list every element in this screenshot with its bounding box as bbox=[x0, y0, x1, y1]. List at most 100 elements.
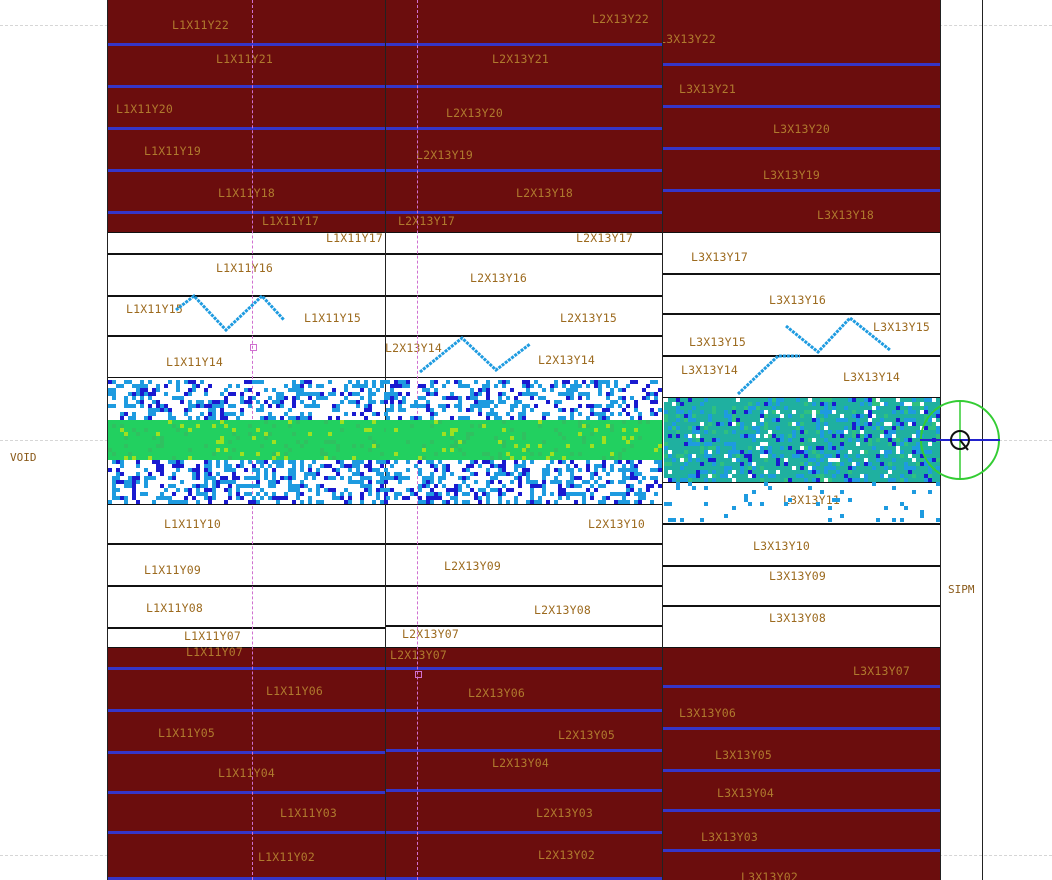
strip-l3x13y22[interactable]: L3X13Y22 bbox=[663, 0, 940, 66]
strip-l3x13y19[interactable]: L3X13Y19 bbox=[663, 150, 940, 192]
strip-l2x13y19[interactable]: L2X13Y19 bbox=[386, 130, 663, 172]
strip-l2x13y18[interactable]: L2X13Y18 bbox=[386, 172, 663, 214]
strip-l1x11y05[interactable]: L1X11Y05 bbox=[108, 712, 386, 754]
strip-l3x13y21[interactable]: L3X13Y21 bbox=[663, 66, 940, 108]
strip-l1x11y17-inactive[interactable]: L1X11Y17 bbox=[108, 214, 386, 232]
strip-label: L1X11Y22 bbox=[172, 18, 229, 32]
strip-label: L3X13Y19 bbox=[763, 168, 820, 182]
strip-label: L2X13Y14 bbox=[386, 341, 442, 355]
layer-column-l1x11[interactable]: L1X11Y22 L1X11Y21 L1X11Y20 L1X11Y19 L1X1… bbox=[108, 0, 386, 880]
strip-label: L3X13Y05 bbox=[715, 748, 772, 762]
strip-label: L1X11Y19 bbox=[144, 144, 201, 158]
strip-label: L3X13Y17 bbox=[691, 250, 748, 264]
strip-label: L2X13Y18 bbox=[516, 186, 573, 200]
strip-l1x11y02[interactable]: L1X11Y02 bbox=[108, 834, 386, 880]
strip-l1x11y17[interactable]: L1X11Y17 bbox=[108, 231, 386, 254]
strip-label: L1X11Y04 bbox=[218, 766, 275, 780]
strip-label: L3X13Y16 bbox=[769, 293, 826, 307]
strip-l2x13y07[interactable]: L2X13Y07 bbox=[386, 626, 663, 648]
strip-l2x13y17[interactable]: L2X13Y17 bbox=[386, 231, 663, 254]
strip-label: L3X13Y09 bbox=[769, 569, 826, 583]
strip-l1x11y10[interactable]: L1X11Y10 bbox=[108, 504, 386, 544]
crosshair-target-icon[interactable] bbox=[918, 398, 1008, 482]
strip-l1x11y07[interactable]: L1X11Y07 bbox=[108, 628, 386, 648]
strip-l2x13y04[interactable]: L2X13Y04 bbox=[386, 752, 663, 792]
strip-l3x13y03[interactable]: L3X13Y03 bbox=[663, 812, 940, 852]
strip-l3x13y06[interactable]: L3X13Y06 bbox=[663, 688, 940, 730]
strip-l1x11y15[interactable]: L1X11Y15 L1X11Y15 bbox=[108, 296, 386, 336]
strip-l2x13y22[interactable]: L2X13Y22 bbox=[386, 0, 663, 46]
strip-l2x13y15[interactable]: L2X13Y15 bbox=[386, 296, 663, 336]
strip-l3x13y14[interactable]: L3X13Y14 L3X13Y14 bbox=[663, 356, 940, 398]
sipm-label: SIPM bbox=[948, 583, 975, 596]
strip-label: L2X13Y04 bbox=[492, 756, 549, 770]
strip-l3x13y16[interactable]: L3X13Y16 bbox=[663, 274, 940, 314]
strip-l1x11y03[interactable]: L1X11Y03 bbox=[108, 794, 386, 834]
strip-l2x13y20[interactable]: L2X13Y20 bbox=[386, 88, 663, 130]
strip-l1x11y09[interactable]: L1X11Y09 bbox=[108, 544, 386, 586]
strip-l2x13y05[interactable]: L2X13Y05 bbox=[386, 712, 663, 752]
void-label: VOID bbox=[10, 451, 37, 464]
strip-l3x13y18[interactable]: L3X13Y18 bbox=[663, 192, 940, 232]
strip-l2x13y21[interactable]: L2X13Y21 bbox=[386, 46, 663, 88]
layer-column-l2x13[interactable]: L2X13Y22 L2X13Y21 L2X13Y20 L2X13Y19 L2X1… bbox=[386, 0, 663, 880]
strip-label: L1X11Y15 bbox=[126, 302, 183, 316]
strip-label: L2X13Y03 bbox=[536, 806, 593, 820]
strip-l3x13y08[interactable]: L3X13Y08 bbox=[663, 606, 940, 648]
strip-label: L3X13Y14 bbox=[681, 363, 738, 377]
strip-label: L3X13Y18 bbox=[817, 208, 874, 222]
strip-label: L3X13Y06 bbox=[679, 706, 736, 720]
strip-label: L2X13Y21 bbox=[492, 52, 549, 66]
strip-l3x13y15[interactable]: L3X13Y15 L3X13Y15 bbox=[663, 314, 940, 356]
strip-l3x13y02[interactable]: L3X13Y02 bbox=[663, 852, 940, 880]
strip-label: L3X13Y03 bbox=[701, 830, 758, 844]
strip-l2x13y14[interactable]: L2X13Y14 L2X13Y14 bbox=[386, 336, 663, 378]
strip-l2x13y09[interactable]: L2X13Y09 bbox=[386, 544, 663, 586]
strip-label: L1X11Y10 bbox=[164, 517, 221, 531]
strip-l1x11y08[interactable]: L1X11Y08 bbox=[108, 586, 386, 628]
strip-label: L3X13Y04 bbox=[717, 786, 774, 800]
strip-l2x13y17-inactive[interactable]: L2X13Y17 bbox=[386, 214, 663, 232]
track-marker bbox=[250, 344, 257, 351]
strip-l1x11y16[interactable]: L1X11Y16 bbox=[108, 254, 386, 296]
strip-l1x11y04[interactable]: L1X11Y04 bbox=[108, 754, 386, 794]
strip-label: L1X11Y07 bbox=[186, 645, 243, 659]
strip-l3x13y17[interactable]: L3X13Y17 bbox=[663, 232, 940, 274]
strip-l2x13y06[interactable]: L2X13Y06 bbox=[386, 670, 663, 712]
strip-l3x13y09[interactable]: L3X13Y09 bbox=[663, 566, 940, 606]
column-divider bbox=[107, 0, 108, 880]
strip-l2x13y02[interactable]: L2X13Y02 bbox=[386, 834, 663, 880]
strip-label: L3X13Y02 bbox=[741, 870, 798, 880]
strip-label: L1X11Y03 bbox=[280, 806, 337, 820]
strip-label: L3X13Y11 bbox=[783, 493, 840, 507]
strip-label: L3X13Y15 bbox=[689, 335, 746, 349]
strip-l2x13y08[interactable]: L2X13Y08 bbox=[386, 586, 663, 626]
strip-l1x11y20[interactable]: L1X11Y20 bbox=[108, 88, 386, 130]
strip-l2x13y03[interactable]: L2X13Y03 bbox=[386, 792, 663, 834]
strip-l2x13y16[interactable]: L2X13Y16 bbox=[386, 254, 663, 296]
strip-l1x11y14[interactable]: L1X11Y14 bbox=[108, 336, 386, 378]
strip-l3x13y05[interactable]: L3X13Y05 bbox=[663, 730, 940, 772]
strip-l3x13y07[interactable]: L3X13Y07 bbox=[663, 648, 940, 688]
strip-l1x11y21[interactable]: L1X11Y21 bbox=[108, 46, 386, 88]
layer-column-l3x13[interactable]: L3X13Y22 L3X13Y21 L3X13Y20 L3X13Y19 L3X1… bbox=[663, 0, 940, 880]
strip-l3x13y10[interactable]: L3X13Y10 bbox=[663, 524, 940, 566]
strip-l3x13y20[interactable]: L3X13Y20 bbox=[663, 108, 940, 150]
strip-l1x11y19[interactable]: L1X11Y19 bbox=[108, 130, 386, 172]
strip-label: L3X13Y20 bbox=[773, 122, 830, 136]
strip-l3x13y04[interactable]: L3X13Y04 bbox=[663, 772, 940, 812]
strip-l1x11y22[interactable]: L1X11Y22 bbox=[108, 0, 386, 46]
strip-label: L2X13Y15 bbox=[560, 311, 617, 325]
strip-label: L3X13Y15 bbox=[873, 320, 930, 334]
strip-label: L2X13Y05 bbox=[558, 728, 615, 742]
strip-label: L1X11Y09 bbox=[144, 563, 201, 577]
strip-l2x13y10[interactable]: L2X13Y10 bbox=[386, 504, 663, 544]
strip-l1x11y07-inactive[interactable]: L1X11Y07 bbox=[108, 645, 386, 670]
strip-l1x11y06[interactable]: L1X11Y06 bbox=[108, 670, 386, 712]
strip-label: L3X13Y22 bbox=[663, 32, 716, 46]
strip-l1x11y18[interactable]: L1X11Y18 bbox=[108, 172, 386, 214]
strip-l2x13y07-inactive[interactable]: L2X13Y07 bbox=[386, 648, 663, 670]
strip-label: L1X11Y08 bbox=[146, 601, 203, 615]
strip-label: L2X13Y02 bbox=[538, 848, 595, 862]
